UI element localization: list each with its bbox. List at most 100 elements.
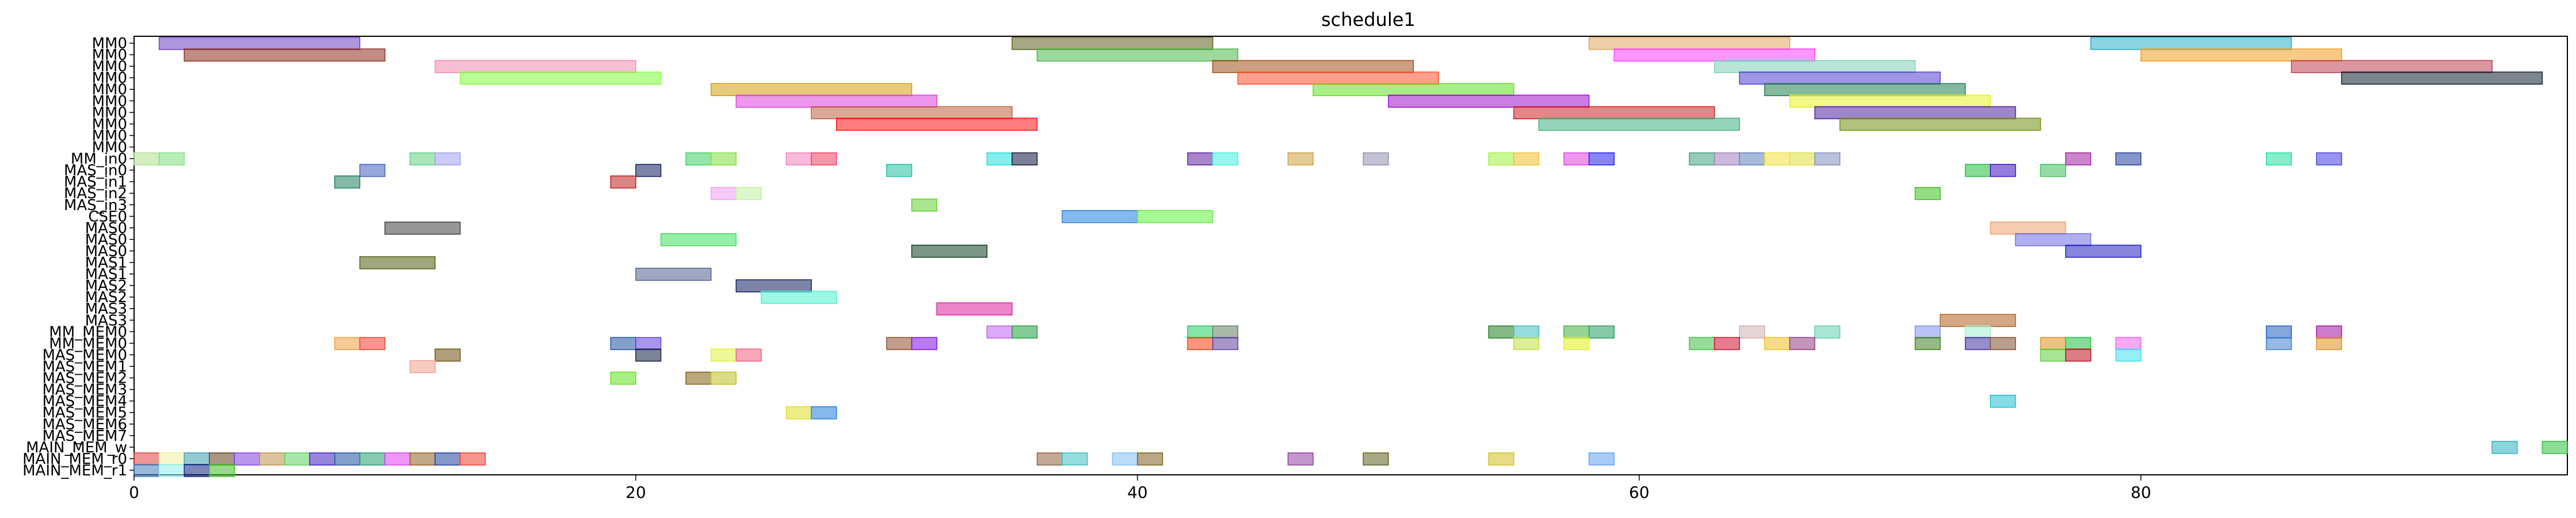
task-bar: [359, 256, 436, 269]
task-bar: [811, 406, 837, 420]
y-tick-label: MAS1: [85, 254, 127, 272]
task-bar: [2266, 152, 2292, 166]
task-bar: [1012, 152, 1038, 166]
task-bar: [2316, 325, 2342, 339]
task-bar: [1764, 337, 1791, 351]
y-tick-label: MAS2: [85, 277, 127, 295]
y-tick-label: MAS_MEM3: [42, 382, 127, 399]
task-bar: [1739, 325, 1765, 339]
task-bar: [1990, 394, 2016, 408]
task-bar: [434, 60, 636, 73]
y-tick-label: MAS3: [85, 312, 127, 329]
task-bar: [1689, 337, 1715, 351]
task-bar: [209, 452, 235, 466]
y-tick-label: MAIN_MEM_r0: [22, 451, 127, 468]
task-bar: [1839, 117, 2041, 131]
x-tick-label: 80: [2131, 483, 2151, 502]
x-tick-label: 20: [625, 483, 646, 502]
task-bar: [334, 452, 361, 466]
task-bar: [460, 452, 486, 466]
task-bar: [2115, 152, 2142, 166]
y-tick-label: MAS_MEM0: [42, 346, 127, 364]
task-bar: [610, 175, 636, 189]
task-bar: [1563, 337, 1590, 351]
task-bar: [2040, 348, 2066, 362]
task-bar: [1212, 337, 1239, 351]
task-bar: [785, 406, 812, 420]
task-bar: [2115, 337, 2142, 351]
task-bar: [158, 152, 185, 166]
task-bar: [1012, 37, 1213, 50]
task-bar: [1964, 325, 1991, 339]
task-bar: [1112, 452, 1138, 466]
x-tick-label: 60: [1629, 483, 1650, 502]
task-bar: [334, 337, 361, 351]
task-bar: [886, 163, 913, 177]
task-bar: [1739, 152, 1765, 166]
y-tick-label: MAS_MEM7: [42, 428, 127, 445]
task-bar: [184, 464, 210, 477]
task-bar: [711, 371, 737, 385]
task-bar: [685, 371, 712, 385]
x-axis: 0 20 40 60 80: [129, 475, 2151, 502]
task-bar: [158, 452, 185, 466]
task-bar: [1764, 152, 1791, 166]
task-bar: [1789, 94, 1991, 108]
task-bar: [1713, 60, 1916, 73]
task-bar: [1964, 163, 1991, 177]
task-bar: [1764, 83, 1966, 97]
y-tick-label: MAS_MEM1: [42, 359, 127, 376]
y-tick-label: MM_in0: [71, 151, 127, 168]
task-bar: [1588, 37, 1791, 50]
task-bar: [133, 152, 160, 166]
task-bar: [1940, 314, 2016, 327]
task-bar: [2115, 348, 2142, 362]
task-bar: [2090, 37, 2292, 50]
task-bar: [133, 452, 160, 466]
y-tick-label: MAIN_MEM_w: [26, 439, 127, 456]
y-tick-label: MAS_in1: [64, 174, 127, 191]
task-bar: [1062, 210, 1138, 223]
task-bar: [1914, 186, 1941, 200]
task-bars: [133, 37, 2568, 477]
task-bar: [1488, 152, 1514, 166]
task-bar: [711, 152, 737, 166]
task-bar: [1990, 222, 2066, 235]
task-bar: [711, 348, 737, 362]
task-bar: [2015, 233, 2092, 246]
task-bar: [2040, 163, 2066, 177]
task-bar: [986, 152, 1013, 166]
task-bar: [886, 337, 913, 351]
task-bar: [1287, 452, 1314, 466]
task-bar: [234, 452, 260, 466]
task-bar: [1488, 452, 1514, 466]
task-bar: [2065, 348, 2092, 362]
task-bar: [986, 325, 1013, 339]
task-bar: [1990, 337, 2016, 351]
plot-frame: [133, 36, 2568, 475]
task-bar: [133, 464, 160, 477]
task-bar: [1036, 48, 1239, 62]
task-bar: [1914, 337, 1941, 351]
task-bar: [1588, 325, 1615, 339]
task-bar: [1739, 71, 1941, 85]
y-tick-label: MM0: [92, 104, 127, 121]
y-tick-label: MM0: [92, 139, 127, 157]
y-tick-label: MM0: [92, 58, 127, 75]
task-bar: [1713, 152, 1741, 166]
task-bar: [1312, 83, 1514, 97]
task-bar: [1012, 325, 1038, 339]
task-bar: [735, 94, 937, 108]
task-bar: [1814, 106, 2016, 120]
task-bar: [2065, 337, 2092, 351]
task-bar: [334, 175, 361, 189]
task-bar: [1789, 337, 1815, 351]
y-tick-label: MAS_in2: [64, 185, 127, 203]
task-bar: [1137, 210, 1213, 223]
task-bar: [184, 452, 210, 466]
task-bar: [1187, 152, 1213, 166]
task-bar: [1212, 152, 1239, 166]
task-bar: [1964, 337, 1991, 351]
task-bar: [409, 360, 436, 374]
y-tick-label: MM0: [92, 47, 127, 64]
